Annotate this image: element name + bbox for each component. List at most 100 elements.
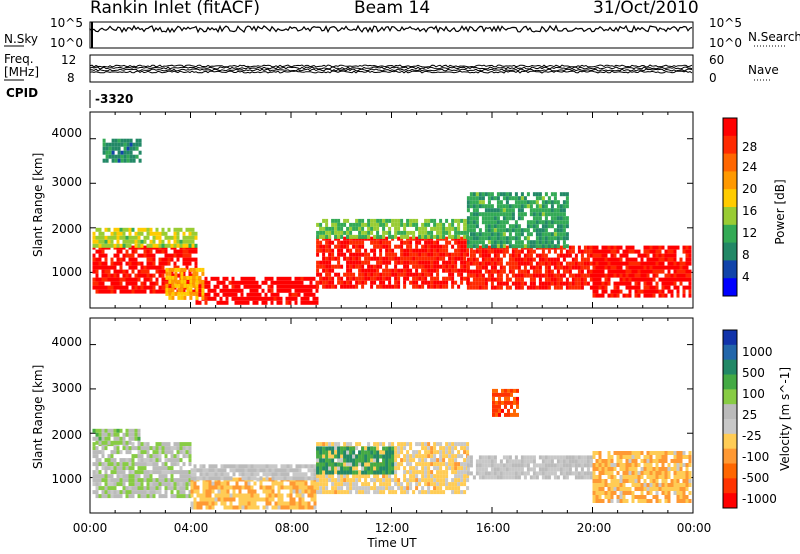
velocity-cell <box>508 471 512 476</box>
velocity-cell <box>253 501 257 506</box>
power-cell <box>658 261 662 266</box>
power-cell <box>580 249 584 254</box>
velocity-cell <box>568 467 572 472</box>
power-cell <box>499 261 503 266</box>
velocity-cell <box>176 458 180 463</box>
velocity-cell <box>164 454 168 459</box>
power-cell <box>511 196 515 201</box>
power-cell <box>466 244 470 249</box>
velocity-cell <box>382 462 386 467</box>
power-cell <box>460 256 464 261</box>
velocity-cell <box>507 400 510 405</box>
velocity-cell <box>616 459 620 463</box>
velocity-cell <box>637 487 641 491</box>
velocity-cell <box>346 478 350 483</box>
power-cell <box>463 226 467 231</box>
velocity-cell <box>370 466 374 471</box>
velocity-cell <box>95 436 99 441</box>
power-cell <box>128 235 132 240</box>
velocity-cell <box>131 482 135 487</box>
velocity-cell <box>113 458 117 463</box>
power-cell <box>101 261 105 266</box>
velocity-cell <box>179 466 183 471</box>
power-cell <box>101 239 105 244</box>
power-cell <box>526 257 530 262</box>
power-cell <box>466 224 470 229</box>
power-cell <box>98 285 102 290</box>
power-cell <box>481 257 485 262</box>
power-cell <box>619 277 623 282</box>
velocity-cell <box>550 471 554 476</box>
power-cell <box>125 289 129 294</box>
velocity-cell <box>478 471 482 476</box>
power-cell <box>631 257 635 262</box>
power-cell <box>355 276 359 281</box>
velocity-cell <box>190 468 194 473</box>
velocity-cell <box>199 501 203 506</box>
velocity-cell <box>316 482 320 487</box>
power-cell <box>182 235 186 240</box>
velocity-cell <box>313 501 317 506</box>
velocity-cell <box>574 459 578 464</box>
power-cell <box>427 268 431 273</box>
velocity-cell <box>385 466 389 471</box>
velocity-cell <box>403 474 407 479</box>
power-cell <box>165 287 169 292</box>
power-cell <box>439 234 443 239</box>
power-cell <box>499 232 503 237</box>
velocity-cell <box>346 490 350 495</box>
power-cell <box>161 289 165 294</box>
power-cell <box>598 261 602 266</box>
power-cell <box>667 249 671 254</box>
power-cell <box>676 277 680 282</box>
velocity-cell <box>607 491 611 495</box>
velocity-cell <box>532 475 536 480</box>
velocity-cell <box>137 474 141 479</box>
velocity-cell <box>631 467 635 471</box>
power-cell <box>469 273 473 278</box>
power-cell <box>682 265 686 270</box>
velocity-cell <box>406 486 410 491</box>
power-cell <box>595 269 599 274</box>
power-cell <box>532 257 536 262</box>
power-cell <box>182 239 186 244</box>
power-cell <box>475 261 479 266</box>
velocity-cell <box>490 463 494 468</box>
power-cell <box>541 212 545 217</box>
power-cell <box>544 216 548 221</box>
velocity-cell <box>116 436 120 441</box>
velocity-cell <box>376 454 380 459</box>
power-cell <box>457 268 461 273</box>
power-cell <box>161 281 165 286</box>
velocity-cell <box>580 463 584 468</box>
velocity-cell <box>667 491 671 495</box>
velocity-cell <box>137 486 141 491</box>
velocity-cell <box>631 483 635 487</box>
velocity-cell <box>553 467 557 472</box>
velocity-cell <box>235 493 239 498</box>
velocity-cell <box>349 466 353 471</box>
velocity-cell <box>119 466 123 471</box>
power-cell <box>565 204 569 209</box>
velocity-cell <box>682 475 686 479</box>
power-cell <box>565 200 569 205</box>
power-cell <box>469 204 473 209</box>
velocity-cell <box>116 474 120 479</box>
power-cell <box>532 249 536 254</box>
velocity-cell <box>688 459 692 463</box>
velocity-cell <box>504 404 507 409</box>
power-cell <box>529 277 533 282</box>
power-cell <box>673 273 677 278</box>
velocity-cell <box>541 455 545 460</box>
power-cell <box>568 245 572 250</box>
velocity-cell <box>403 446 407 451</box>
power-cell <box>685 245 689 250</box>
velocity-cell <box>391 450 395 455</box>
velocity-cell <box>607 455 611 459</box>
power-cell <box>613 293 617 298</box>
velocity-cell <box>562 471 566 476</box>
velocity-cell <box>289 505 293 510</box>
velocity-cell <box>388 486 392 491</box>
power-cell <box>532 265 536 270</box>
power-cell <box>508 204 512 209</box>
